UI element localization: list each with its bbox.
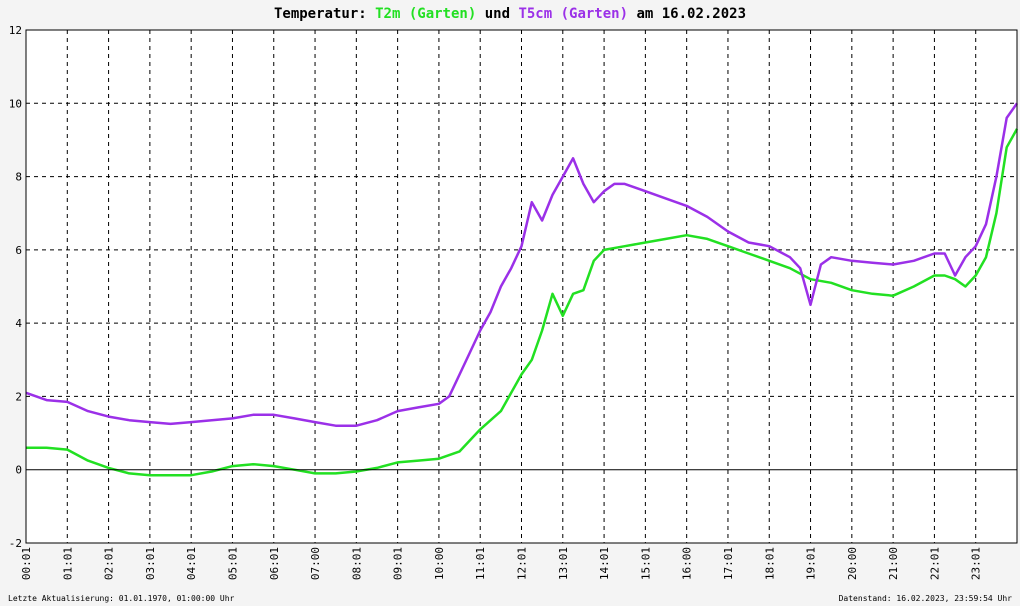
x-tick-label: 09:01: [392, 547, 405, 580]
x-tick-label: 13:01: [557, 547, 570, 580]
x-tick-label: 08:01: [350, 547, 363, 580]
title-prefix: Temperatur:: [274, 6, 375, 22]
grid-lines: [26, 30, 1017, 543]
chart-title: Temperatur: T2m (Garten) und T5cm (Garte…: [274, 6, 746, 22]
x-tick-label: 04:01: [185, 547, 198, 580]
plot-frame: [25, 29, 1018, 544]
title-series-t5cm: T5cm (Garten): [518, 6, 628, 22]
x-tick-label: 02:01: [103, 547, 116, 580]
x-tick-label: 12:01: [516, 547, 529, 580]
y-tick-label: 12: [9, 24, 22, 37]
x-tick-label: 00:01: [20, 547, 33, 580]
x-tick-label: 16:00: [681, 547, 694, 580]
x-tick-label: 11:01: [474, 547, 487, 580]
x-tick-label: 07:00: [309, 547, 322, 580]
x-tick-labels: 00:01 01:01 02:01 03:01 04:01 05:01 06:01 07:00…: [20, 547, 983, 580]
x-tick-label: 18:01: [763, 547, 776, 580]
x-tick-label: 05:01: [226, 547, 239, 580]
x-tick-label: 10:00: [433, 547, 446, 580]
x-tick-label: 17:01: [722, 547, 735, 580]
title-mid: und: [476, 6, 518, 22]
x-tick-label: 22:01: [928, 547, 941, 580]
x-tick-label: 01:01: [61, 547, 74, 580]
x-tick-label: 14:01: [598, 547, 611, 580]
x-tick-label: 06:01: [268, 547, 281, 580]
x-tick-label: 21:00: [887, 547, 900, 580]
y-tick-label: -2: [9, 537, 22, 550]
y-tick-label: 8: [15, 171, 22, 184]
axes: [25, 29, 1018, 544]
x-tick-label: 23:01: [970, 547, 983, 580]
y-tick-labels: 12 10 8 6 4 2 0 -2: [9, 24, 23, 550]
series-line-t5cm: [25, 102, 1019, 427]
title-series-t2m: T2m (Garten): [375, 6, 476, 22]
x-tick-label: 03:01: [144, 547, 157, 580]
title-suffix: am 16.02.2023: [628, 6, 746, 22]
y-tick-label: 0: [15, 464, 22, 477]
x-tick-label: 20:00: [846, 547, 859, 580]
y-tick-label: 6: [15, 244, 22, 257]
y-tick-label: 10: [9, 97, 22, 110]
x-tick-label: 19:01: [805, 547, 818, 580]
footer-last-update: Letzte Aktualisierung: 01.01.1970, 01:00…: [8, 594, 235, 603]
footer-data-status: Datenstand: 16.02.2023, 23:59:54 Uhr: [839, 594, 1013, 603]
y-tick-label: 2: [15, 390, 22, 403]
x-tick-label: 15:01: [639, 547, 652, 580]
y-tick-label: 4: [15, 317, 22, 330]
